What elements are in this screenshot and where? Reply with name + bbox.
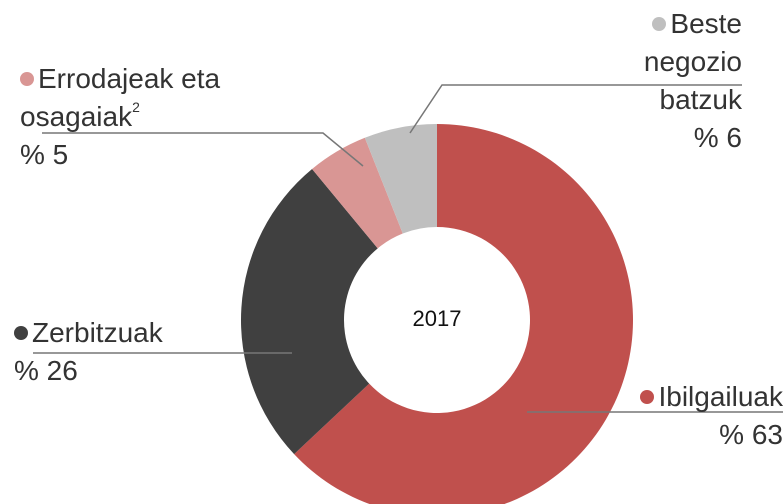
legend-dot xyxy=(652,17,667,31)
value-label: % 26 xyxy=(14,355,78,386)
legend-dot xyxy=(14,326,28,340)
slice-label: Zerbitzuak % 26 xyxy=(14,314,274,390)
value-label: % 6 xyxy=(693,122,742,153)
center-label: 2017 xyxy=(413,306,462,331)
leader-line xyxy=(42,132,364,167)
label-name: Zerbitzuak xyxy=(14,314,274,352)
legend-dot xyxy=(20,72,34,86)
leader-line xyxy=(409,84,742,134)
slice xyxy=(294,124,633,504)
footnote: 2 xyxy=(132,99,140,115)
slice xyxy=(241,168,378,455)
slice-label: Errodajeak eta osagaiak2% 5 xyxy=(20,60,245,174)
category-name: Ibilgailuak xyxy=(658,381,783,412)
slice-label: Ibilgailuak % 63 xyxy=(630,378,783,454)
label-name: Errodajeak eta osagaiak2 xyxy=(20,60,245,136)
legend-dot xyxy=(640,390,655,404)
slice xyxy=(312,137,403,249)
slice xyxy=(364,124,437,234)
value-label: % 5 xyxy=(20,139,69,170)
slice-label: Beste negozio batzuk % 6 xyxy=(600,5,742,157)
label-name: Ibilgailuak xyxy=(630,378,783,416)
value-label: % 63 xyxy=(719,419,783,450)
label-name: Beste negozio batzuk xyxy=(600,5,742,119)
category-name: Errodajeak eta osagaiak xyxy=(20,63,221,132)
category-name: Zerbitzuak xyxy=(32,317,163,348)
category-name: Beste negozio batzuk xyxy=(643,8,742,115)
